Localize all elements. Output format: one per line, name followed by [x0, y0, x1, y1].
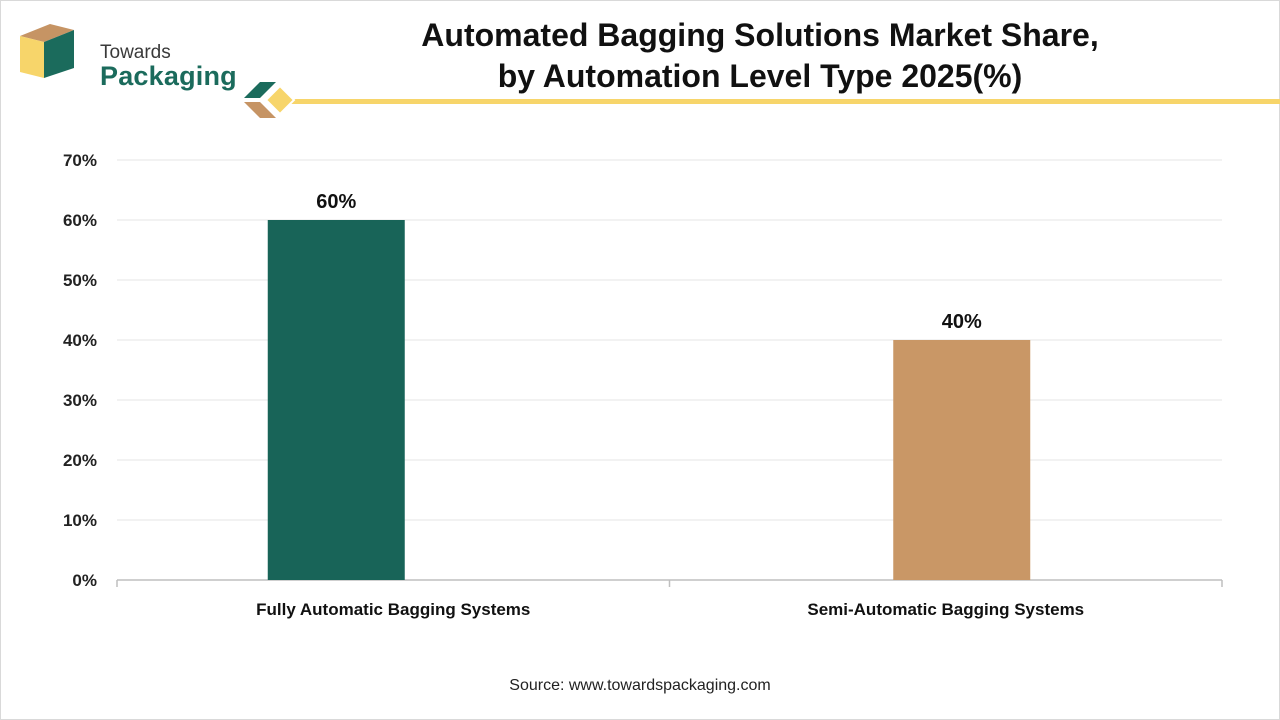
chart-title: Automated Bagging Solutions Market Share…	[421, 17, 1099, 53]
brand-line-1: Towards	[100, 42, 171, 63]
data-label: 40%	[942, 311, 982, 333]
y-tick-label: 20%	[63, 451, 97, 470]
y-tick-label: 50%	[63, 271, 97, 290]
x-tick-label: Fully Automatic Bagging Systems	[256, 600, 530, 619]
bar	[267, 220, 405, 580]
y-tick-label: 40%	[63, 331, 97, 350]
data-label: 60%	[316, 191, 356, 213]
y-tick-label: 0%	[72, 571, 97, 590]
y-tick-label: 60%	[63, 211, 97, 230]
title-underline-decoration	[244, 82, 1280, 118]
chart-subtitle: by Automation Level Type 2025(%)	[497, 58, 1023, 94]
brand-line-2: Packaging	[100, 61, 237, 91]
brand-logo: Towards Packaging	[16, 20, 246, 91]
cube-logo-icon	[20, 24, 74, 78]
bar	[893, 340, 1031, 580]
y-tick-label: 10%	[63, 511, 97, 530]
y-tick-label: 30%	[63, 391, 97, 410]
source-note: Source: www.towardspackaging.com	[509, 677, 771, 694]
x-tick-label: Semi-Automatic Bagging Systems	[807, 600, 1084, 619]
y-tick-label: 70%	[63, 151, 97, 170]
chart-title-block: Automated Bagging Solutions Market Share…	[330, 15, 1190, 97]
